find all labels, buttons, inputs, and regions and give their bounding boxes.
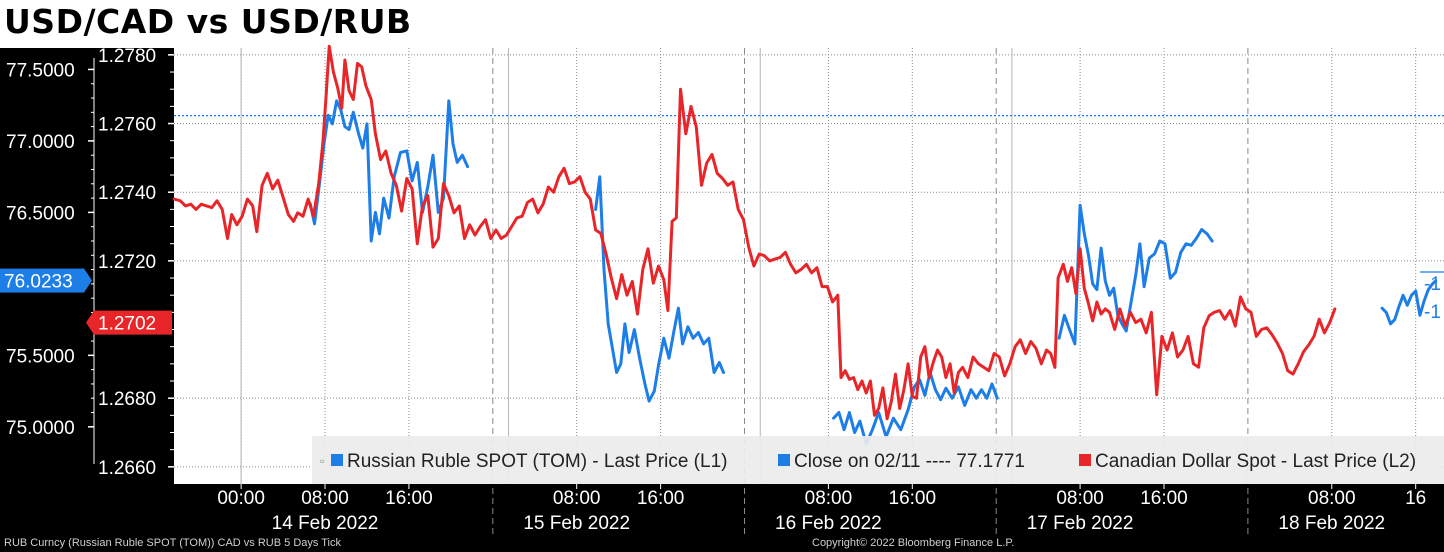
- legend-handle-icon: ▫: [320, 454, 324, 468]
- rub-series-line: [1057, 203, 1214, 346]
- cad-series-line: [172, 44, 1337, 421]
- legend-swatch: [778, 454, 790, 466]
- x-axis: 00:00 08:00 16:00 08:00 16:00 08:00 16:00 08:00…: [217, 484, 1426, 534]
- x-axis-time-label: 08:00: [301, 488, 349, 509]
- left-axis-label: 75.5000: [6, 346, 75, 367]
- legend-label: Close on 02/11 ---- 77.1771: [794, 451, 1025, 472]
- footer: RUB Curncy (Russian Ruble SPOT (TOM)) CA…: [0, 536, 1444, 552]
- right-axis-label: 1.2740: [98, 183, 156, 204]
- cad-last-value-label: 1.2702: [98, 314, 156, 335]
- footer-source: RUB Curncy (Russian Ruble SPOT (TOM)) CA…: [4, 537, 341, 549]
- chart-svg: 77.5000 77.0000 76.5000 75.5000 75.0000 1.278…: [0, 44, 1444, 536]
- edge-labels: -1-1: [1420, 271, 1444, 323]
- x-axis-time-label: 16:00: [385, 488, 433, 509]
- x-axis-day-label: 18 Feb 2022: [1278, 513, 1385, 534]
- left-axis-label: 77.5000: [6, 60, 75, 81]
- x-axis-time-label: 08:00: [1308, 488, 1356, 509]
- right-axis-label: 1.2780: [98, 46, 156, 67]
- day-separators: [240, 48, 1249, 536]
- x-axis-time-label: 16:00: [1140, 488, 1188, 509]
- left-axis-label: 75.0000: [6, 418, 75, 439]
- x-axis-time-label: 16: [1405, 488, 1426, 509]
- edge-value-label: -1: [1424, 302, 1441, 323]
- x-axis-day-label: 17 Feb 2022: [1027, 513, 1134, 534]
- legend-swatch: [331, 454, 343, 466]
- y-axes: 77.5000 77.0000 76.5000 75.5000 75.0000 1.278…: [0, 46, 174, 479]
- footer-copyright: Copyright© 2022 Bloomberg Finance L.P.: [812, 537, 1015, 549]
- rub-series-line: [594, 175, 725, 403]
- right-axis-label: 1.2680: [98, 389, 156, 410]
- legend-label: Russian Ruble SPOT (TOM) - Last Price (L…: [347, 451, 727, 472]
- x-axis-time-label: 00:00: [217, 488, 265, 509]
- x-axis-day-label: 15 Feb 2022: [523, 513, 630, 534]
- left-axis-label: 76.5000: [6, 203, 75, 224]
- cad-last-value-badge: [86, 310, 172, 335]
- x-axis-time-label: 08:00: [1056, 488, 1104, 509]
- legend-swatch: [1079, 454, 1091, 466]
- right-axis-label: 1.2720: [98, 252, 156, 273]
- left-axis-label: 77.0000: [6, 132, 75, 153]
- right-axis-label: 1.2660: [98, 458, 156, 479]
- chart-title: USD/CAD vs USD/RUB: [4, 2, 412, 41]
- legend-label: Canadian Dollar Spot - Last Price (L2): [1095, 451, 1416, 472]
- x-axis-time-label: 08:00: [805, 488, 853, 509]
- x-axis-day-label: 14 Feb 2022: [272, 513, 379, 534]
- rub-last-value-pointer: [84, 268, 92, 293]
- rub-series-line: [1380, 279, 1438, 326]
- right-axis-label: 1.2760: [98, 115, 156, 136]
- x-axis-time-label: 16:00: [889, 488, 937, 509]
- edge-value-label: -1: [1424, 274, 1441, 295]
- x-axis-time-label: 08:00: [553, 488, 601, 509]
- legend-box: [312, 436, 1444, 484]
- legend: ▫ Russian Ruble SPOT (TOM) - Last Price (…: [312, 436, 1444, 484]
- x-axis-panel: [174, 484, 1444, 536]
- rub-last-value-badge: [0, 268, 84, 293]
- title-bar: USD/CAD vs USD/RUB: [0, 0, 1444, 48]
- rub-last-value-label: 76.0233: [4, 272, 73, 293]
- series-lines: [172, 44, 1438, 446]
- x-axis-day-label: 16 Feb 2022: [775, 513, 882, 534]
- x-axis-time-label: 16:00: [637, 488, 685, 509]
